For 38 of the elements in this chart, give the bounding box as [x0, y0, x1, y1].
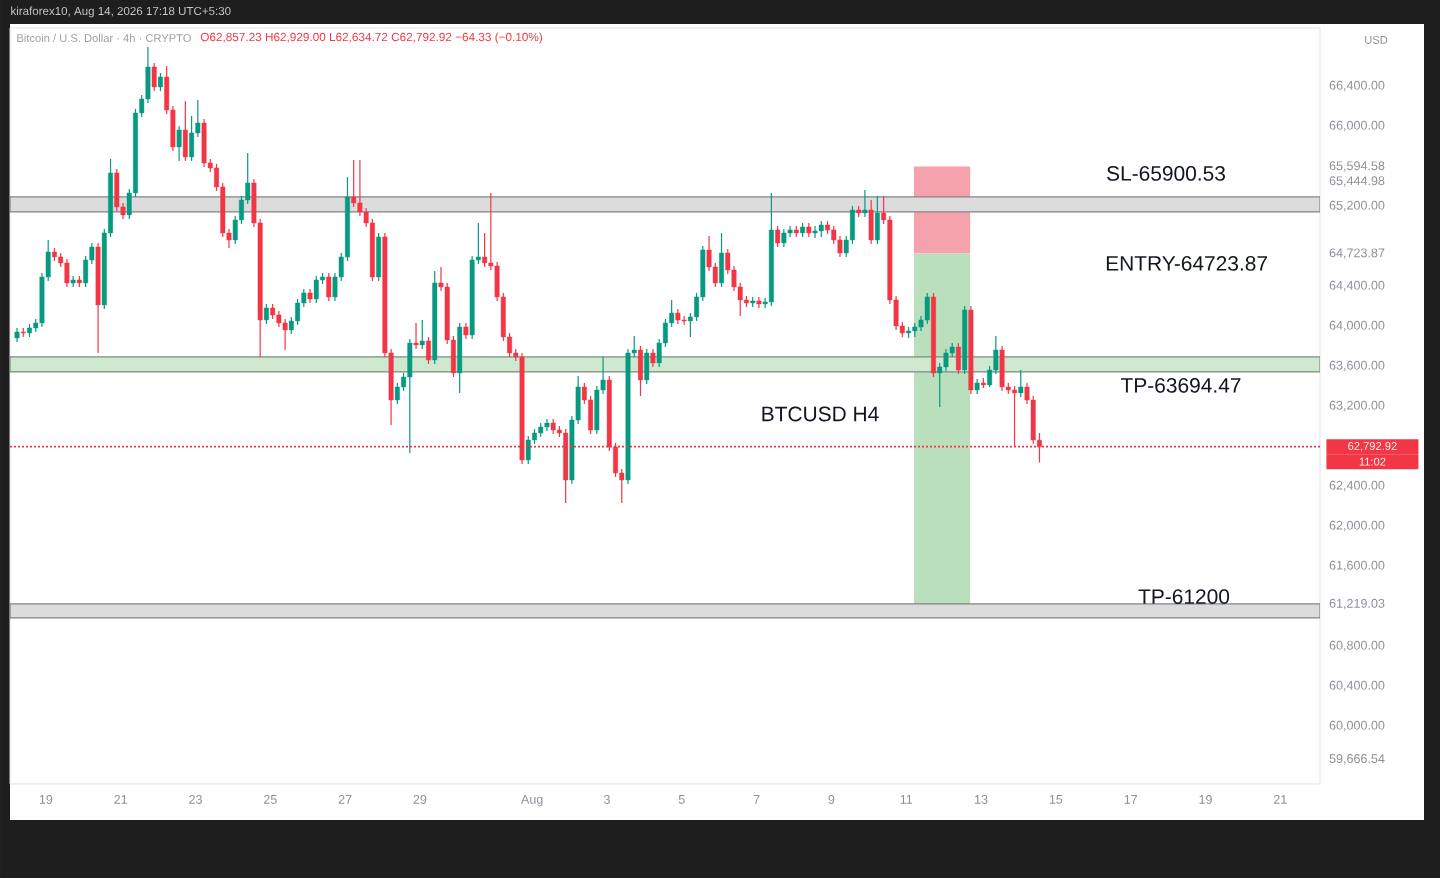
candlestick	[263, 303, 269, 325]
candlestick	[812, 225, 818, 239]
candlestick	[924, 292, 930, 325]
candlestick	[413, 322, 419, 350]
candlestick	[862, 189, 868, 218]
candlestick	[525, 435, 531, 465]
candlestick	[201, 118, 207, 168]
candlestick	[457, 322, 463, 394]
candlestick	[351, 159, 357, 208]
annotation: TP-63694.47	[1120, 377, 1241, 393]
annotation: SL-65900.53	[1107, 165, 1225, 181]
candlestick	[70, 275, 76, 288]
candlestick	[313, 275, 319, 304]
annotation: TP-61200	[1138, 589, 1230, 604]
candlestick	[151, 62, 157, 92]
annotation: ENTRY-64723.87	[1106, 255, 1267, 271]
annotation: BTCUSD H4	[762, 406, 879, 422]
candlestick	[999, 345, 1005, 392]
candlestick	[176, 125, 182, 162]
candlestick	[282, 318, 288, 351]
candlestick	[64, 258, 70, 288]
candlestick	[326, 272, 332, 302]
candlestick	[644, 348, 650, 385]
candlestick	[376, 232, 382, 282]
candlestick	[868, 199, 874, 245]
candlestick	[407, 338, 413, 454]
candlestick	[955, 342, 961, 375]
candlestick	[419, 319, 425, 350]
candlestick	[114, 168, 120, 212]
candlestick	[1018, 369, 1024, 398]
candlestick	[874, 195, 880, 245]
candlestick	[681, 315, 687, 326]
candlestick	[426, 336, 431, 365]
candlestick	[719, 232, 724, 288]
candlestick	[775, 225, 781, 248]
candlestick	[638, 345, 643, 397]
candlestick	[756, 296, 762, 309]
candlestick	[182, 100, 188, 162]
